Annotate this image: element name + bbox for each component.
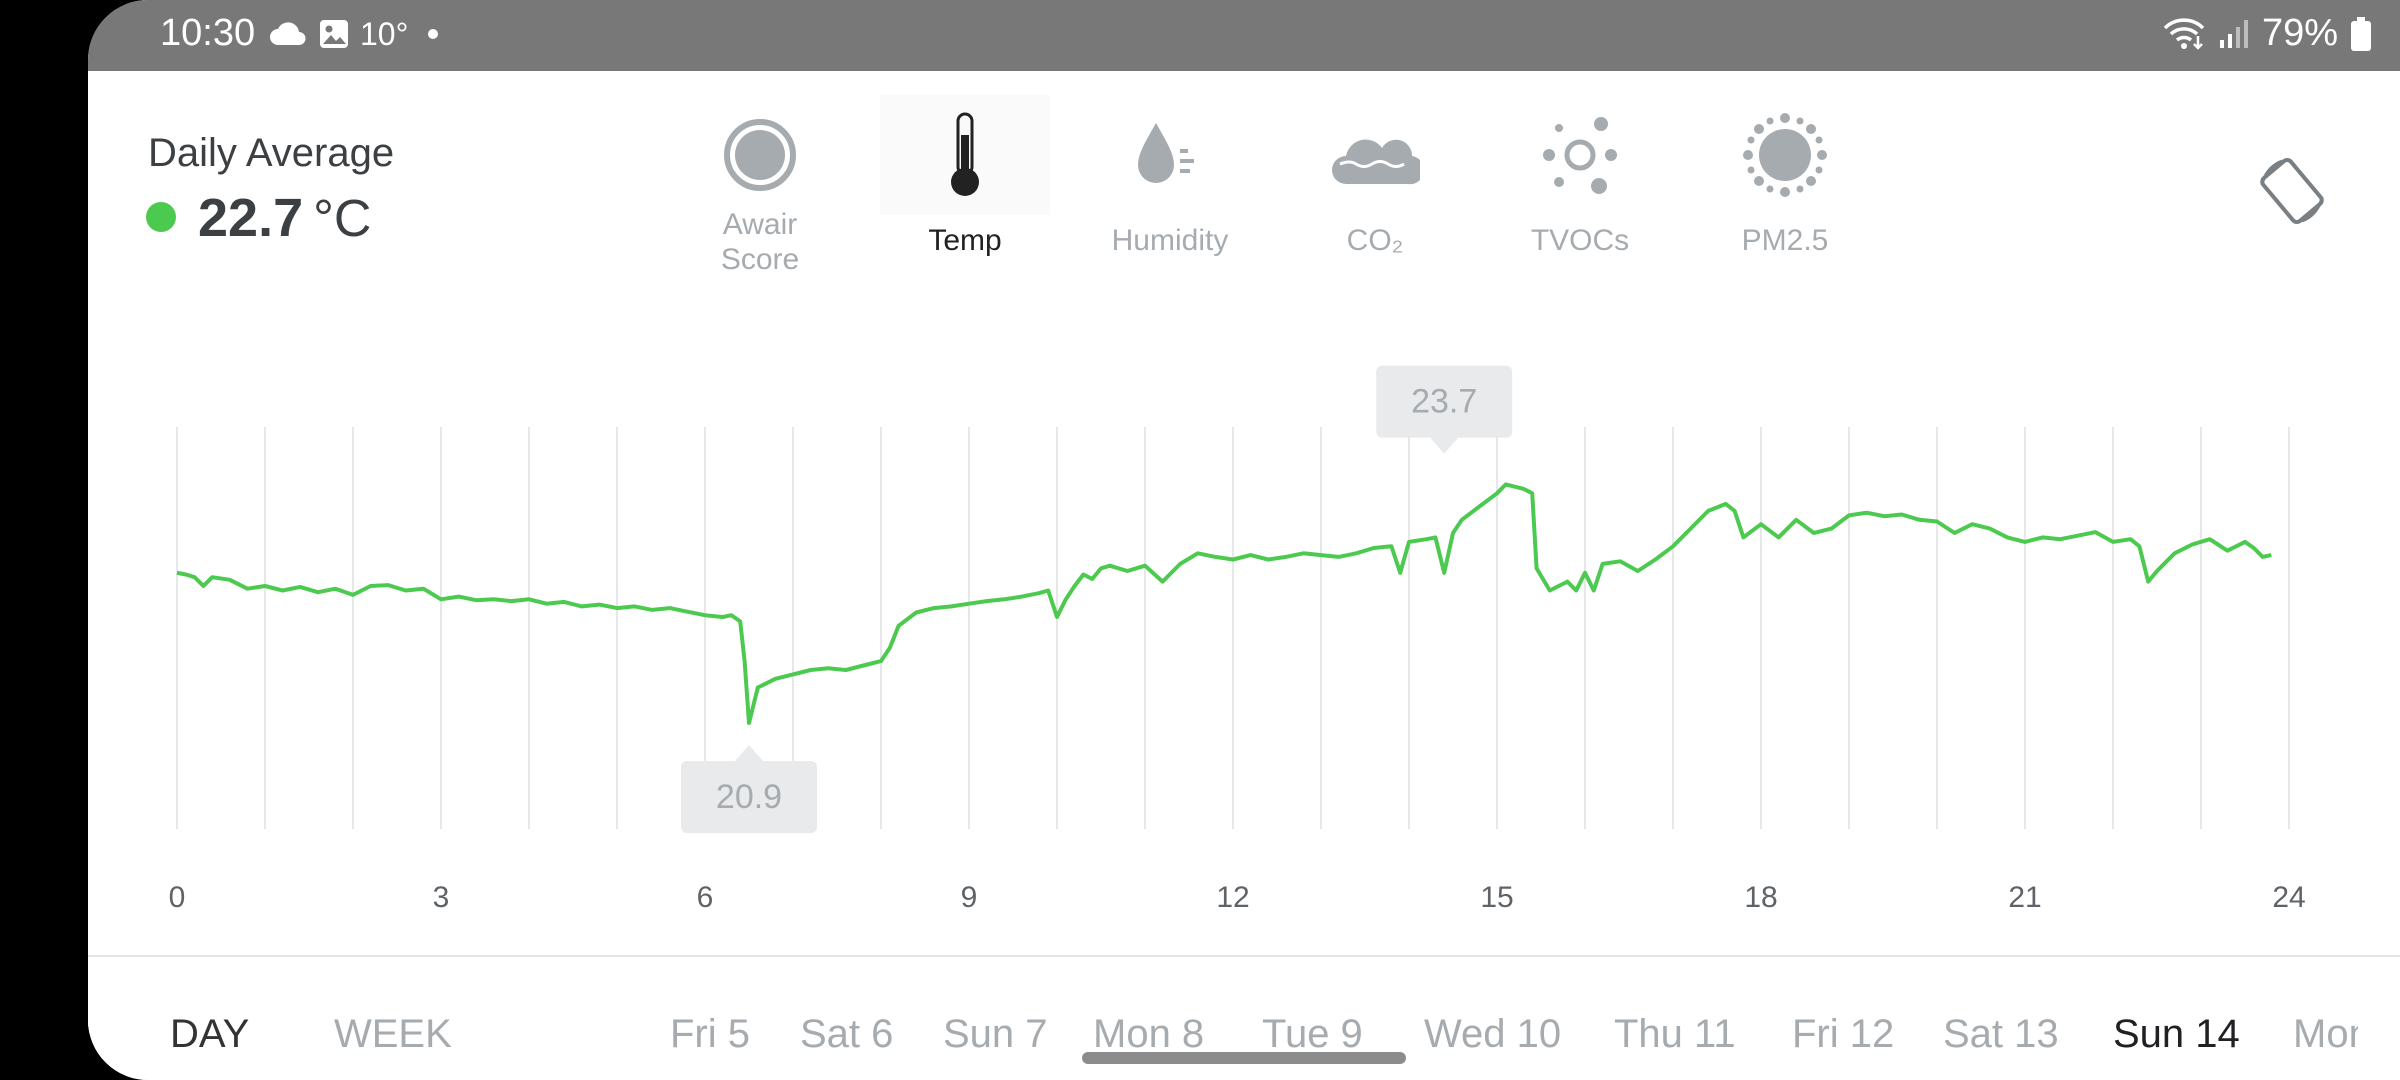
temperature-series-line <box>176 482 2272 725</box>
signal-icon <box>2219 19 2248 48</box>
max-value-callout: 23.7 <box>1376 365 1513 454</box>
x-tick-label: 18 <box>1744 881 1777 914</box>
date-item-selected[interactable]: Sun 14 <box>2113 1012 2240 1056</box>
status-time: 10:30 <box>160 12 256 54</box>
battery-icon <box>2351 16 2371 51</box>
tab-label: Awair Score <box>720 208 800 276</box>
score-ring-icon <box>675 95 845 215</box>
app-content: Daily Average 22.7 °C Awair Score Temp <box>88 71 2400 1080</box>
status-dot-icon <box>146 202 176 232</box>
date-item[interactable]: Fri 5 <box>670 1012 750 1056</box>
thermometer-icon <box>880 95 1050 215</box>
date-strip[interactable]: Fri 5 Sat 6 Sun 7 Mon 8 Tue 9 Wed 10 Thu… <box>638 957 2358 1080</box>
gallery-icon <box>320 20 348 48</box>
status-weather-temp: 10° <box>360 15 409 52</box>
tab-label: Humidity <box>1111 224 1229 257</box>
date-item[interactable]: Thu 11 <box>1614 1012 1736 1056</box>
wifi-icon <box>2163 17 2205 50</box>
cloud-icon <box>270 22 306 45</box>
x-tick-label: 12 <box>1216 881 1249 914</box>
date-item[interactable]: Fri 12 <box>1792 1012 1895 1056</box>
notification-dot-icon <box>428 29 439 39</box>
daily-average-unit: °C <box>313 190 372 248</box>
tab-label: CO₂ <box>1346 224 1404 257</box>
temperature-chart: 0 3 6 9 12 15 18 21 24 20.9 23.7 <box>169 365 2306 914</box>
daily-average-value: 22.7 <box>198 188 304 248</box>
x-tick-label: 9 <box>961 881 978 914</box>
tvoc-dots-icon <box>1495 95 1665 215</box>
date-item[interactable]: Sat 6 <box>800 1012 894 1056</box>
tab-tvocs[interactable]: TVOCs <box>1495 95 1665 258</box>
bottom-navigation: DAY WEEK Fri 5 Sat 6 Sun 7 Mon 8 Tue 9 W… <box>88 955 2400 1080</box>
date-item[interactable]: Sat 13 <box>1943 1012 2059 1056</box>
home-indicator[interactable] <box>1082 1052 1406 1064</box>
date-item[interactable]: Sun 7 <box>943 1012 1048 1056</box>
x-tick-label: 15 <box>1480 881 1513 914</box>
tab-day[interactable]: DAY <box>170 1012 250 1056</box>
x-tick-label: 24 <box>2272 881 2305 914</box>
tab-awair-score[interactable]: Awair Score <box>675 95 845 285</box>
tab-temp[interactable]: Temp <box>880 95 1050 258</box>
x-tick-label: 3 <box>433 881 450 914</box>
tab-label: TVOCs <box>1530 224 1630 257</box>
rotate-screen-button[interactable] <box>2252 151 2332 231</box>
tab-pm25[interactable]: PM2.5 <box>1700 95 1870 258</box>
min-value-callout: 20.9 <box>681 744 817 833</box>
daily-average-value-row: 22.7 °C <box>146 187 371 249</box>
particle-icon <box>1700 95 1870 215</box>
device-screen: 10:30 10° 79% Daily Average 22.7 °C <box>88 0 2400 1080</box>
x-tick-label: 6 <box>697 881 714 914</box>
max-value-callout-text: 23.7 <box>1411 383 1477 421</box>
x-tick-label: 0 <box>169 881 186 914</box>
x-tick-label: 21 <box>2008 881 2041 914</box>
tab-co2[interactable]: CO₂ <box>1290 95 1460 258</box>
daily-average-title: Daily Average <box>148 131 395 175</box>
date-item[interactable]: Mon 15 <box>2293 1012 2358 1056</box>
tab-week[interactable]: WEEK <box>334 1012 452 1056</box>
min-value-callout-text: 20.9 <box>716 778 782 816</box>
battery-percent: 79% <box>2261 12 2338 54</box>
tab-label: Temp <box>928 224 1002 257</box>
date-item[interactable]: Tue 9 <box>1262 1012 1363 1056</box>
rotate-icon <box>2260 158 2324 224</box>
date-item[interactable]: Mon 8 <box>1093 1012 1205 1056</box>
tab-label: PM2.5 <box>1741 224 1829 257</box>
status-bar: 10:30 10° 79% <box>88 0 2400 71</box>
status-left-icons: 10° <box>268 14 439 54</box>
status-right-icons: 79% <box>2162 12 2372 55</box>
cloud-icon <box>1290 95 1460 215</box>
date-item[interactable]: Wed 10 <box>1424 1012 1562 1056</box>
droplet-icon <box>1085 95 1255 215</box>
tab-humidity[interactable]: Humidity <box>1085 95 1255 258</box>
